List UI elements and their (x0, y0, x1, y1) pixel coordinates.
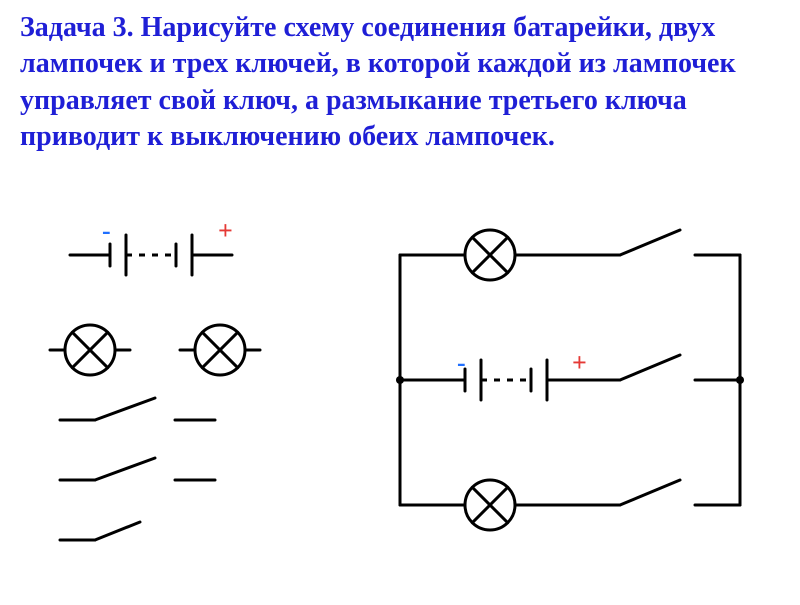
minus-label-2: - (457, 348, 466, 378)
plus-label-2: + (572, 348, 587, 378)
plus-label-1: + (218, 216, 233, 246)
circuit-diagram (0, 220, 800, 600)
problem-label: Задача 3. (20, 12, 134, 43)
diagram-area: - + - + (0, 220, 800, 600)
problem-text: Задача 3. Нарисуйте схему соединения бат… (20, 10, 780, 156)
minus-label-1: - (102, 216, 111, 246)
